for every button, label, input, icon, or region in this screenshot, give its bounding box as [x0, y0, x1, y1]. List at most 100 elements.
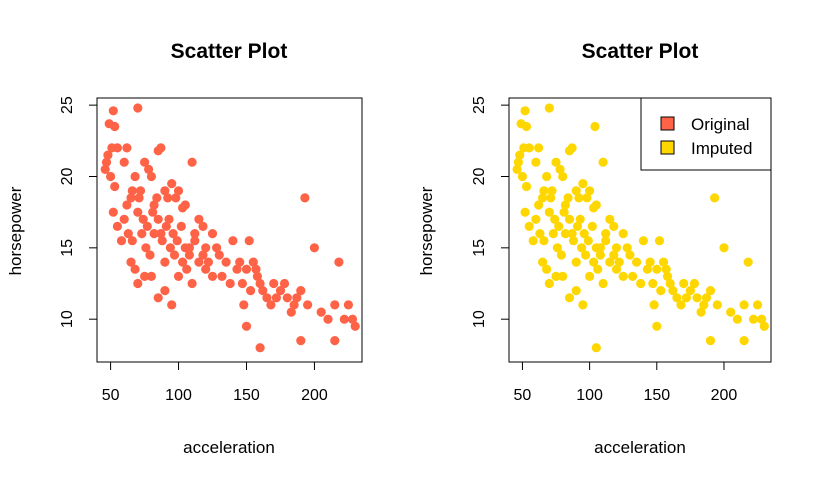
data-point — [201, 264, 211, 274]
data-point — [187, 278, 197, 289]
data-point — [672, 293, 682, 303]
data-point — [539, 186, 549, 196]
data-point — [512, 164, 522, 174]
legend-label-original: Original — [691, 115, 750, 134]
data-point — [732, 314, 743, 324]
data-point — [692, 293, 702, 303]
data-point — [135, 186, 146, 196]
data-point — [106, 171, 116, 182]
data-point — [662, 271, 673, 281]
data-point — [123, 229, 133, 239]
data-point — [542, 171, 552, 182]
data-point — [173, 186, 184, 196]
data-point — [334, 257, 344, 267]
data-point — [239, 300, 249, 310]
data-point — [577, 243, 587, 253]
data-point — [555, 164, 565, 174]
y-tick-label: 15 — [59, 239, 76, 257]
data-point — [160, 257, 170, 267]
data-point — [739, 336, 749, 346]
x-tick-label: 200 — [711, 387, 738, 404]
data-point — [137, 229, 147, 239]
data-point — [652, 264, 662, 274]
x-tick-label: 50 — [102, 387, 120, 404]
y-axis-label: horsepower — [417, 186, 436, 275]
data-point — [110, 121, 120, 132]
data-point — [165, 243, 175, 253]
data-point — [558, 171, 568, 182]
data-point — [292, 293, 302, 303]
data-point — [658, 257, 669, 267]
data-point — [134, 193, 144, 203]
data-point — [180, 200, 190, 210]
data-point — [237, 278, 247, 289]
data-point — [539, 236, 549, 246]
data-point — [556, 250, 567, 260]
data-point — [100, 164, 110, 174]
data-point — [748, 314, 759, 324]
data-point — [648, 278, 658, 289]
data-point — [161, 221, 171, 231]
data-point — [212, 243, 222, 253]
legend: Original Imputed — [640, 97, 772, 171]
points-layer — [100, 103, 360, 353]
y-tick-label: 10 — [59, 310, 76, 328]
data-point — [198, 250, 208, 260]
data-point — [642, 264, 653, 274]
data-point — [609, 221, 619, 231]
data-point — [101, 157, 112, 167]
data-point — [601, 236, 611, 246]
y-axis: 10 15 20 25 — [471, 96, 509, 328]
data-point — [689, 278, 700, 289]
data-point — [127, 186, 137, 196]
data-point — [563, 193, 573, 203]
data-point — [515, 150, 525, 160]
data-point — [198, 221, 208, 231]
data-point — [583, 236, 593, 246]
data-point — [521, 121, 532, 132]
data-point — [601, 229, 611, 239]
scatter-panel-imputed: Scatter Plot acceleration horsepower 50 1… — [417, 40, 772, 457]
y-axis: 10 15 20 25 — [59, 96, 97, 328]
data-point — [552, 243, 563, 253]
data-point — [558, 271, 568, 281]
scatter-panel-original: Scatter Plot acceleration horsepower 50 1… — [6, 40, 363, 457]
data-point — [119, 214, 129, 224]
data-point — [140, 271, 150, 281]
data-point — [726, 307, 736, 317]
data-point — [207, 271, 218, 281]
data-point — [559, 207, 569, 217]
data-point — [164, 214, 174, 224]
data-point — [126, 257, 136, 267]
data-point — [705, 286, 716, 296]
data-point — [152, 193, 162, 203]
data-point — [638, 236, 649, 246]
data-point — [217, 271, 227, 281]
data-point — [636, 278, 646, 289]
data-point — [521, 181, 532, 192]
x-tick-label: 100 — [165, 387, 192, 404]
data-point — [201, 243, 211, 253]
data-point — [168, 229, 178, 239]
data-point — [103, 150, 113, 160]
data-point — [564, 214, 575, 224]
points-layer — [512, 103, 769, 353]
data-point — [538, 193, 548, 203]
data-point — [171, 193, 181, 203]
data-point — [130, 264, 140, 274]
data-point — [255, 278, 265, 289]
data-point — [665, 278, 675, 289]
data-point — [241, 321, 252, 331]
data-point — [571, 286, 581, 296]
data-point — [719, 243, 729, 253]
data-point — [184, 250, 194, 260]
data-point — [757, 314, 767, 324]
data-point — [160, 186, 170, 196]
data-point — [122, 200, 132, 210]
data-point — [303, 300, 313, 310]
data-point — [611, 264, 622, 274]
data-point — [676, 300, 686, 310]
data-point — [130, 171, 140, 182]
data-point — [176, 221, 186, 231]
data-point — [661, 264, 671, 274]
